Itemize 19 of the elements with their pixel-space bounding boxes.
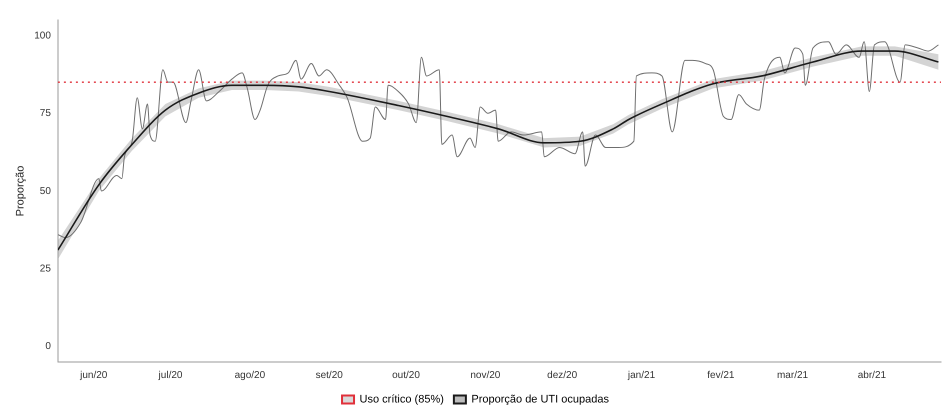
x-tick-label: out/20: [392, 370, 420, 381]
x-tick-label: ago/20: [234, 370, 266, 381]
y-axis-title: Proporção: [14, 166, 27, 216]
y-tick-label: 100: [34, 30, 52, 42]
x-tick-label: set/20: [316, 370, 344, 381]
x-tick-label: jun/20: [79, 370, 108, 381]
x-tick-label: mar/21: [776, 370, 809, 381]
x-tick-label: dez/20: [547, 370, 578, 381]
legend-label: Uso crítico (85%): [360, 394, 444, 406]
x-tick-label: nov/20: [470, 370, 501, 381]
x-tick-label: fev/21: [707, 370, 735, 381]
y-tick-label: 75: [40, 108, 52, 120]
legend-label: Proporção de UTI ocupadas: [471, 394, 610, 406]
y-tick-label: 50: [40, 186, 52, 197]
x-tick-label: jan/21: [626, 370, 656, 381]
x-tick-label: jul/20: [158, 370, 183, 381]
y-tick-label: 0: [45, 341, 52, 352]
y-tick-label: 25: [40, 263, 52, 274]
x-tick-label: abr/21: [858, 370, 886, 381]
